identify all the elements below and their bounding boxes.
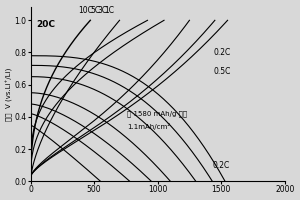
Text: 1C: 1C: [104, 6, 114, 15]
Text: 以 1580 mAh/g 換算: 以 1580 mAh/g 換算: [127, 110, 187, 117]
Text: 10C: 10C: [78, 6, 93, 15]
Text: 0.2C: 0.2C: [214, 48, 231, 57]
Text: 1.1mAh/cm²: 1.1mAh/cm²: [127, 123, 170, 130]
Text: 5C: 5C: [90, 6, 100, 15]
Text: 20C: 20C: [36, 20, 55, 29]
Text: 3C: 3C: [97, 6, 107, 15]
Text: 0.2C: 0.2C: [212, 161, 230, 170]
Y-axis label: 電圧  V (vs.Li⁺/Li): 電圧 V (vs.Li⁺/Li): [6, 68, 13, 121]
Text: 0.5C: 0.5C: [214, 67, 231, 76]
